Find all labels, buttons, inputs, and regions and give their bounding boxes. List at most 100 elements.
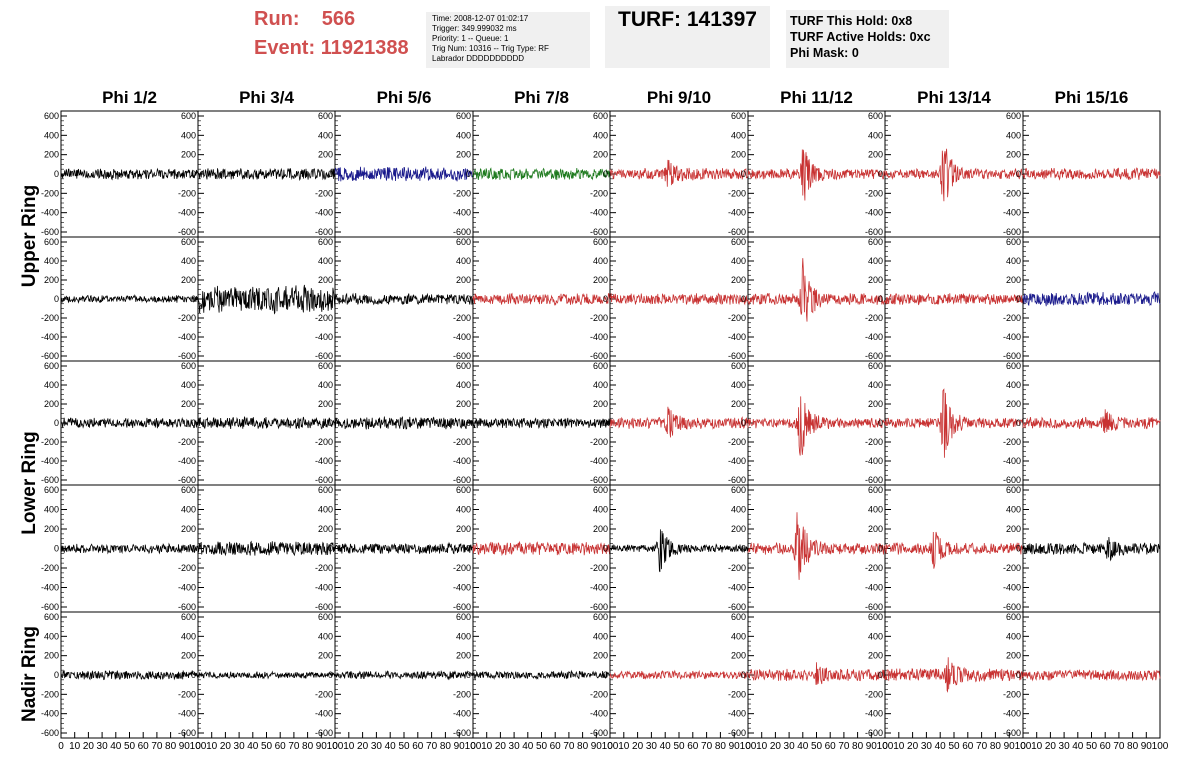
waveform-trace [197, 670, 336, 680]
y-tick-label: 200 [318, 275, 333, 285]
trigger-line: Priority: 1 -- Queue: 1 [432, 34, 509, 43]
x-tick-label: 90 [454, 741, 466, 752]
y-tick-label: 600 [181, 361, 196, 371]
x-tick-label: 70 [288, 741, 300, 752]
y-tick-label: 400 [44, 130, 59, 140]
y-tick-label: -400 [590, 583, 608, 593]
waveform-trace [609, 529, 749, 573]
x-tick-label: 100 [877, 741, 894, 752]
y-tick-label: -600 [41, 351, 59, 361]
phi-header: Phi 3/4 [239, 88, 294, 107]
panel-frame [60, 484, 199, 613]
y-tick-label: 200 [456, 275, 471, 285]
y-tick-label: 0 [328, 418, 333, 428]
y-tick-label: -600 [453, 351, 471, 361]
y-tick-label: 200 [593, 399, 608, 409]
x-tick-label: 10 [893, 741, 905, 752]
waveform-trace [334, 292, 474, 306]
y-tick-label: -200 [865, 188, 883, 198]
y-tick-label: 200 [318, 150, 333, 160]
x-tick-label: 60 [962, 741, 974, 752]
trigger-line: Time: 2008-12-07 01:02:17 [432, 14, 529, 23]
y-tick-label: 600 [868, 237, 883, 247]
y-tick-label: -400 [453, 208, 471, 218]
y-tick-label: -600 [453, 227, 471, 237]
y-tick-label: 0 [1016, 418, 1021, 428]
y-tick-label: 400 [1006, 505, 1021, 515]
y-tick-label: 200 [1006, 399, 1021, 409]
waveform-trace [884, 657, 1024, 693]
x-tick-label: 20 [1045, 741, 1057, 752]
x-tick-label: 60 [1100, 741, 1112, 752]
y-tick-label: 0 [191, 670, 196, 680]
y-tick-label: 400 [181, 256, 196, 266]
y-tick-label: -600 [41, 728, 59, 738]
y-tick-label: -200 [315, 563, 333, 573]
y-tick-label: 600 [1006, 237, 1021, 247]
y-tick-label: 400 [44, 256, 59, 266]
y-tick-label: -400 [728, 208, 746, 218]
phi-header: Phi 1/2 [102, 88, 157, 107]
y-tick-label: 600 [868, 485, 883, 495]
y-tick-label: -200 [728, 437, 746, 447]
y-tick-label: -400 [590, 456, 608, 466]
phi-header: Phi 15/16 [1054, 88, 1129, 107]
x-tick-label: 40 [247, 741, 259, 752]
trigger-line: Labrador DDDDDDDDDD [432, 54, 525, 63]
y-tick-label: -600 [590, 351, 608, 361]
y-tick-label: 400 [593, 631, 608, 641]
y-tick-label: 0 [1016, 169, 1021, 179]
turf-value: TURF: 141397 [618, 8, 757, 31]
y-tick-label: 600 [181, 485, 196, 495]
x-tick-label: 40 [660, 741, 672, 752]
y-tick-label: -200 [453, 689, 471, 699]
y-tick-label: 600 [44, 485, 59, 495]
x-tick-label: 50 [811, 741, 823, 752]
x-tick-label: 70 [838, 741, 850, 752]
x-tick-label: 20 [770, 741, 782, 752]
y-tick-label: -400 [315, 208, 333, 218]
y-tick-label: 400 [456, 505, 471, 515]
y-tick-label: 400 [456, 631, 471, 641]
y-tick-label: -200 [178, 563, 196, 573]
y-tick-label: 400 [593, 380, 608, 390]
y-tick-label: -200 [453, 437, 471, 447]
y-tick-label: -600 [1003, 475, 1021, 485]
y-tick-label: -600 [41, 227, 59, 237]
y-tick-label: 600 [181, 111, 196, 121]
waveform-trace [884, 148, 1024, 202]
y-tick-label: 200 [456, 399, 471, 409]
x-tick-label: 90 [179, 741, 191, 752]
y-tick-label: -600 [865, 602, 883, 612]
x-tick-label: 10 [618, 741, 630, 752]
y-tick-label: -200 [453, 563, 471, 573]
y-tick-label: -600 [41, 475, 59, 485]
x-tick-label: 10 [206, 741, 218, 752]
y-tick-label: -600 [453, 728, 471, 738]
y-tick-label: -400 [178, 332, 196, 342]
x-tick-label: 30 [371, 741, 383, 752]
x-tick-label: 0 [1020, 741, 1026, 752]
y-tick-label: -200 [1003, 313, 1021, 323]
waveform-trace [334, 541, 474, 555]
x-tick-label: 100 [740, 741, 757, 752]
hold-line: Phi Mask: 0 [790, 46, 859, 60]
y-tick-label: 0 [603, 670, 608, 680]
y-tick-label: 0 [603, 418, 608, 428]
y-tick-label: 200 [44, 399, 59, 409]
y-tick-label: -400 [1003, 456, 1021, 466]
y-tick-label: 400 [731, 380, 746, 390]
y-tick-label: -600 [728, 351, 746, 361]
waveform-trace [197, 284, 336, 315]
y-tick-label: 400 [868, 505, 883, 515]
y-tick-label: 600 [44, 361, 59, 371]
x-tick-label: 50 [124, 741, 136, 752]
y-tick-label: -200 [315, 437, 333, 447]
waveform-trace [609, 292, 749, 306]
y-tick-label: -200 [590, 689, 608, 699]
x-tick-label: 70 [701, 741, 713, 752]
y-tick-label: -400 [178, 709, 196, 719]
y-tick-label: -400 [315, 709, 333, 719]
x-tick-label: 80 [715, 741, 727, 752]
y-tick-label: -400 [865, 456, 883, 466]
